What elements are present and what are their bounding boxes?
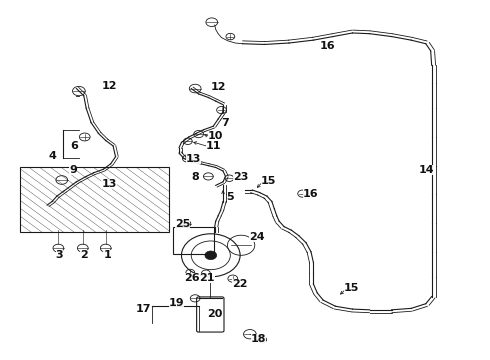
Bar bbox=[20, 167, 169, 232]
Text: 14: 14 bbox=[419, 165, 435, 175]
Text: 9: 9 bbox=[69, 165, 77, 175]
Text: 19: 19 bbox=[169, 298, 184, 308]
Text: 13: 13 bbox=[186, 154, 201, 164]
Text: 1: 1 bbox=[103, 249, 111, 260]
Text: 8: 8 bbox=[191, 172, 199, 182]
Text: 11: 11 bbox=[206, 141, 221, 151]
Text: 15: 15 bbox=[344, 283, 359, 293]
Text: 23: 23 bbox=[233, 172, 249, 182]
Text: 22: 22 bbox=[232, 279, 248, 289]
Text: 21: 21 bbox=[199, 273, 215, 283]
Text: 20: 20 bbox=[207, 310, 222, 319]
Text: 18: 18 bbox=[251, 333, 267, 343]
Text: 7: 7 bbox=[221, 118, 229, 128]
Text: 3: 3 bbox=[55, 249, 63, 260]
Text: 25: 25 bbox=[175, 219, 190, 229]
Text: 2: 2 bbox=[80, 249, 88, 260]
Text: 15: 15 bbox=[261, 176, 276, 186]
Text: 12: 12 bbox=[211, 82, 226, 92]
Text: 26: 26 bbox=[184, 273, 200, 283]
Text: 10: 10 bbox=[208, 131, 223, 141]
Text: 4: 4 bbox=[48, 150, 56, 161]
Text: 12: 12 bbox=[101, 81, 117, 91]
Text: 24: 24 bbox=[249, 232, 265, 242]
Text: 6: 6 bbox=[70, 141, 78, 151]
Text: 5: 5 bbox=[226, 192, 234, 202]
Text: 17: 17 bbox=[136, 304, 151, 314]
Bar bbox=[172, 226, 214, 253]
Text: 13: 13 bbox=[101, 179, 117, 189]
Circle shape bbox=[205, 251, 217, 260]
Text: 16: 16 bbox=[303, 189, 319, 199]
Text: 16: 16 bbox=[319, 41, 335, 50]
